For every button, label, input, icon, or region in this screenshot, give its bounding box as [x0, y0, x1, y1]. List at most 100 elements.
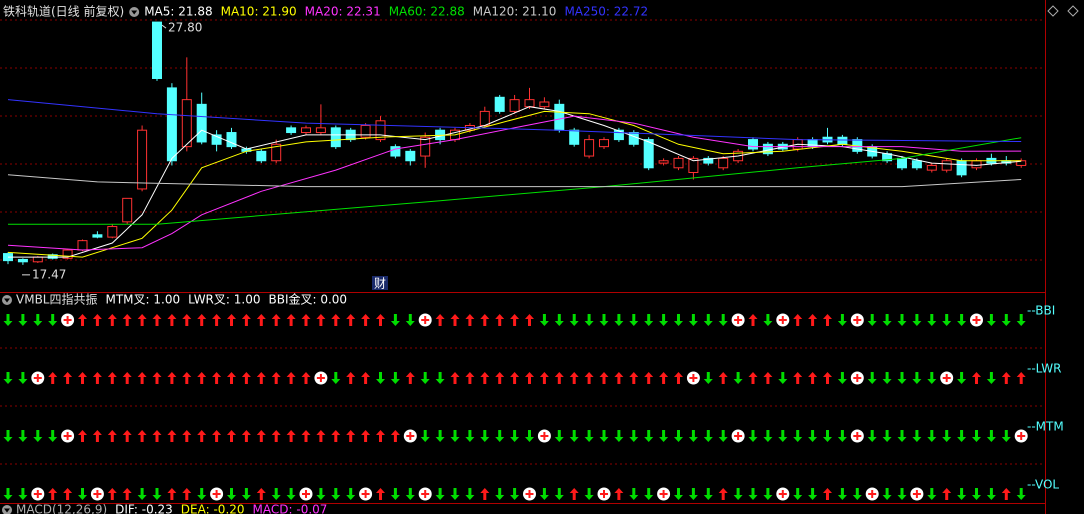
down-arrow: [405, 314, 415, 326]
cross-plus: [600, 490, 608, 498]
cross-plus: [853, 316, 862, 324]
down-arrow: [614, 430, 624, 442]
cross-signal: [910, 487, 924, 501]
down-arrow: [18, 488, 28, 500]
down-arrow: [718, 314, 728, 326]
down-arrow: [778, 372, 788, 384]
candle-body: [17, 258, 28, 263]
settings-icon[interactable]: [1047, 5, 1059, 17]
down-arrow: [763, 430, 773, 442]
up-arrow: [614, 488, 624, 500]
indicator-title: VMBL四指共振: [16, 292, 97, 307]
up-arrow: [107, 372, 117, 384]
down-arrow: [390, 488, 400, 500]
down-arrow: [539, 488, 549, 500]
event-marker-box[interactable]: [372, 276, 388, 290]
settings-icon[interactable]: [1067, 5, 1079, 17]
down-arrow: [286, 488, 296, 500]
up-arrow: [122, 314, 132, 326]
cross-signal: [31, 487, 45, 501]
cross-plus: [63, 432, 72, 440]
down-arrow: [957, 430, 967, 442]
up-arrow: [227, 430, 236, 442]
up-arrow: [256, 430, 266, 442]
up-arrow: [241, 372, 251, 384]
ma-line: [7, 99, 1022, 142]
down-arrow: [346, 488, 356, 500]
down-arrow: [3, 314, 13, 326]
up-arrow: [808, 372, 818, 384]
candle-body: [32, 256, 43, 263]
cross-plus: [316, 374, 325, 382]
down-arrow: [376, 372, 385, 384]
down-arrow: [331, 372, 341, 384]
up-arrow: [241, 314, 251, 326]
cross-plus: [689, 374, 698, 382]
down-arrow: [957, 314, 967, 326]
down-arrow: [465, 488, 475, 500]
cross-plus: [778, 490, 787, 498]
cross-signal: [940, 371, 954, 385]
down-arrow: [852, 488, 862, 500]
up-arrow: [137, 314, 147, 326]
candle-body: [673, 157, 684, 169]
down-arrow: [450, 488, 460, 500]
up-arrow: [435, 314, 445, 326]
up-arrow: [286, 372, 296, 384]
dropdown-arrow[interactable]: [4, 298, 10, 303]
cross-signal: [61, 313, 75, 327]
down-arrow: [18, 430, 28, 442]
down-arrow: [48, 430, 58, 442]
up-arrow: [212, 430, 222, 442]
cross-plus: [33, 490, 42, 498]
down-arrow: [808, 488, 818, 500]
up-arrow: [182, 488, 192, 500]
down-arrow: [48, 314, 58, 326]
up-arrow: [227, 372, 236, 384]
event-marker[interactable]: 财: [374, 277, 386, 291]
down-arrow: [986, 314, 996, 326]
cross-signal: [865, 487, 879, 501]
cross-plus: [942, 374, 951, 382]
up-arrow: [718, 372, 728, 384]
up-arrow: [942, 488, 952, 500]
down-arrow: [674, 314, 683, 326]
up-arrow: [599, 372, 609, 384]
down-arrow: [18, 372, 28, 384]
up-arrow: [793, 372, 803, 384]
cross-signal: [657, 487, 671, 501]
down-arrow: [629, 488, 639, 500]
candle-body: [524, 99, 535, 108]
up-arrow: [331, 314, 341, 326]
down-arrow: [480, 430, 490, 442]
cross-signal: [850, 429, 864, 443]
down-arrow: [882, 430, 892, 442]
up-arrow: [674, 372, 683, 384]
down-arrow: [599, 430, 609, 442]
cross-plus: [361, 490, 370, 498]
down-arrow: [912, 314, 922, 326]
down-arrow: [897, 488, 907, 500]
up-arrow: [1016, 372, 1026, 384]
down-arrow: [897, 372, 907, 384]
down-arrow: [837, 372, 847, 384]
down-arrow: [539, 314, 549, 326]
legend-entry: MA20: 22.31: [305, 5, 381, 19]
cross-signal: [61, 429, 75, 443]
cross-plus: [1017, 432, 1026, 440]
down-arrow: [837, 314, 847, 326]
candle-body: [301, 127, 311, 134]
candle-body: [584, 139, 595, 157]
candle-body: [971, 160, 982, 169]
down-arrow: [867, 314, 877, 326]
dropdown-arrow[interactable]: [131, 10, 138, 15]
up-arrow: [614, 372, 624, 384]
up-arrow: [122, 430, 132, 442]
candle-body: [196, 103, 207, 143]
up-arrow: [167, 314, 177, 326]
down-arrow: [554, 430, 564, 442]
down-arrow: [271, 488, 281, 500]
down-arrow: [629, 430, 639, 442]
dropdown-arrow[interactable]: [4, 508, 10, 513]
row-label: --BBI: [1027, 304, 1055, 318]
